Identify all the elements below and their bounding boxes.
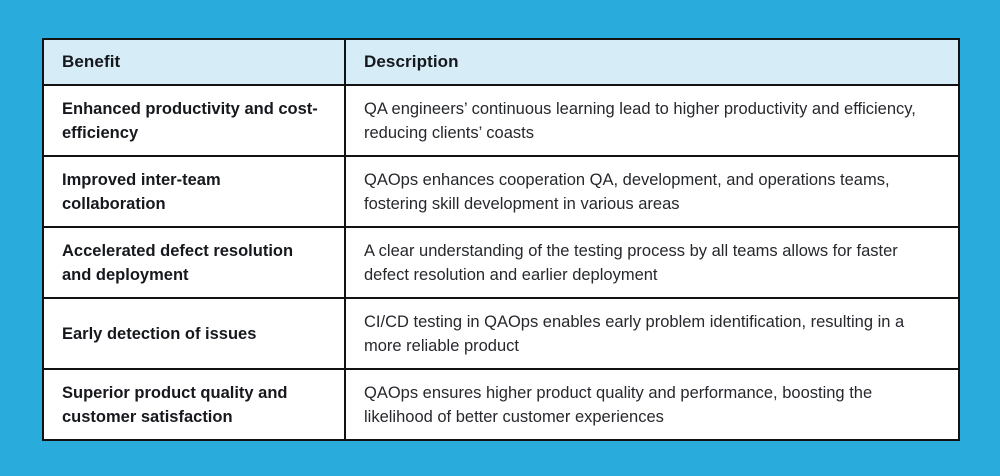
- table-header-row: Benefit Description: [42, 38, 960, 86]
- description-cell: A clear understanding of the testing pro…: [344, 226, 960, 299]
- table-row: Accelerated defect resolution and deploy…: [42, 226, 960, 299]
- benefits-table: Benefit Description Enhanced productivit…: [42, 38, 960, 441]
- table-header-description: Description: [344, 38, 960, 86]
- benefits-table-container: Benefit Description Enhanced productivit…: [42, 38, 960, 441]
- description-cell: QAOps ensures higher product quality and…: [344, 368, 960, 441]
- table-row: Improved inter-team collaboration QAOps …: [42, 155, 960, 228]
- table-row: Early detection of issues CI/CD testing …: [42, 297, 960, 370]
- table-row: Superior product quality and customer sa…: [42, 368, 960, 441]
- table-row: Enhanced productivity and cost-efficienc…: [42, 84, 960, 157]
- benefit-cell: Enhanced productivity and cost-efficienc…: [42, 84, 346, 157]
- description-cell: QAOps enhances cooperation QA, developme…: [344, 155, 960, 228]
- benefit-cell: Early detection of issues: [42, 297, 346, 370]
- benefit-cell: Improved inter-team collaboration: [42, 155, 346, 228]
- description-cell: QA engineers’ continuous learning lead t…: [344, 84, 960, 157]
- benefit-cell: Superior product quality and customer sa…: [42, 368, 346, 441]
- benefit-cell: Accelerated defect resolution and deploy…: [42, 226, 346, 299]
- table-header-benefit: Benefit: [42, 38, 346, 86]
- description-cell: CI/CD testing in QAOps enables early pro…: [344, 297, 960, 370]
